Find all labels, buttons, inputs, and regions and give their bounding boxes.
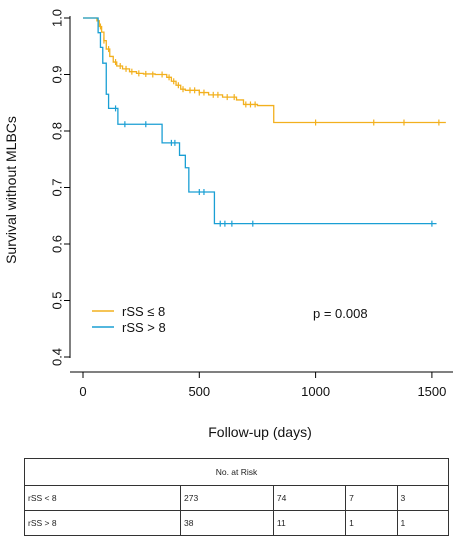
y-tick-label: 1.0 [50,9,65,27]
x-tick-label: 1500 [417,384,446,399]
p-value-annotation: p = 0.008 [313,306,368,321]
y-tick-label: 0.9 [50,65,65,83]
x-tick-label: 500 [188,384,210,399]
risk-cell: 3 [396,485,450,511]
survival-line-1 [83,17,437,225]
y-axis-label: Survival without MLBCs [3,116,19,264]
y-tick-label: 0.8 [50,122,65,140]
x-axis: 0 500 1000 1500 [70,371,453,399]
risk-table: No. at Risk rSS < 8 273 74 7 3 rSS > 8 3… [23,458,450,536]
y-tick-label: 0.6 [50,235,65,253]
risk-cell: 74 [272,485,347,511]
risk-row-label: rSS > 8 [23,510,182,536]
risk-cell: 38 [180,510,274,536]
risk-cell: 11 [272,510,347,536]
legend-label: rSS ≤ 8 [122,304,165,319]
y-tick-label: 0.5 [50,291,65,309]
table-row: rSS < 8 273 74 7 3 [23,485,450,511]
legend-label: rSS > 8 [122,320,166,335]
risk-row-label: rSS < 8 [23,485,182,511]
risk-cell: 7 [345,485,398,511]
y-axis: 0.4 0.5 0.6 0.7 0.8 0.9 1.0 [50,9,71,366]
x-tick-label: 0 [79,384,86,399]
y-tick-label: 0.7 [50,178,65,196]
table-row: rSS > 8 38 11 1 1 [23,510,450,536]
x-tick-label: 1000 [301,384,330,399]
risk-cell: 1 [396,510,450,536]
risk-cell: 273 [180,485,274,511]
x-axis-label: Follow-up (days) [208,424,311,440]
risk-table-title: No. at Risk [24,458,449,486]
y-tick-label: 0.4 [50,348,65,366]
risk-cell: 1 [345,510,398,536]
km-chart: 0.4 0.5 0.6 0.7 0.8 0.9 1.0 0 500 1000 1500 rSS ≤… [3,9,453,440]
plot-lines [83,17,446,227]
survival-line-0 [83,17,446,124]
